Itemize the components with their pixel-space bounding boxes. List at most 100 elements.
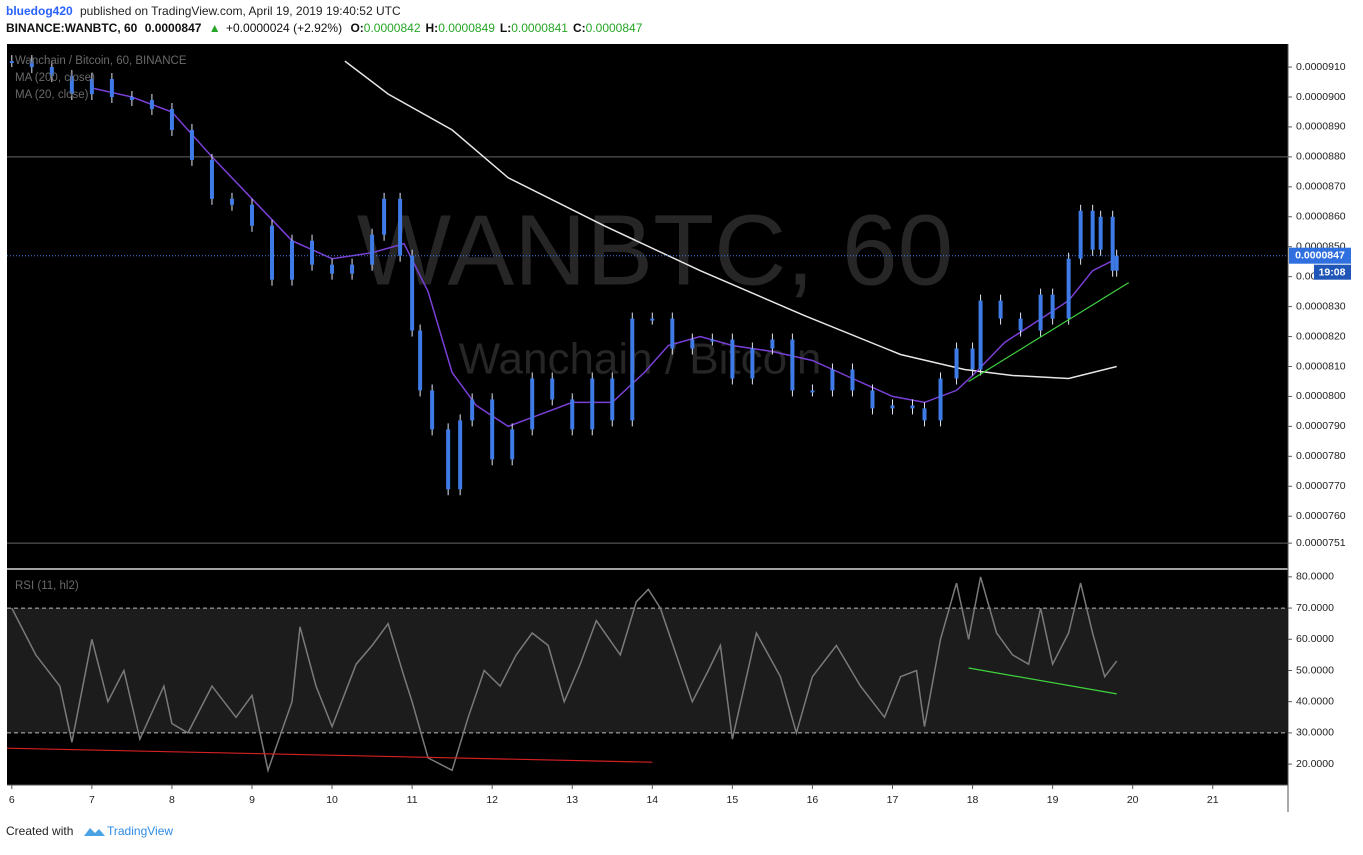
candle [870, 390, 875, 409]
x-tick-label: 12 [486, 794, 498, 806]
rsi-line [11, 576, 1118, 774]
moving-average [344, 60, 1117, 380]
candle [922, 408, 927, 421]
timer-label: 19:08 [1319, 266, 1346, 278]
candle [770, 339, 775, 349]
candle [29, 61, 34, 68]
last: 0.0000847 [145, 21, 202, 35]
candle [590, 378, 595, 430]
x-tick-label: 19 [1047, 794, 1059, 806]
ohlc-label: L: [500, 21, 511, 35]
candle [850, 369, 855, 391]
candle [69, 76, 74, 95]
y-tick-label: 70.0000 [1296, 602, 1334, 614]
candle [149, 99, 154, 109]
x-tick-label: 14 [646, 794, 658, 806]
y-tick-label: 0.0000751 [1296, 537, 1346, 549]
x-tick-label: 13 [566, 794, 578, 806]
candle [270, 225, 275, 280]
candle [1110, 216, 1115, 271]
y-tick-label: 0.0000910 [1296, 61, 1346, 73]
candle [370, 234, 375, 265]
logo [84, 828, 105, 836]
candle [418, 330, 423, 391]
y-tick-label: 50.0000 [1296, 664, 1334, 676]
candle [9, 61, 14, 64]
candle [650, 318, 655, 321]
y-tick-label: 0.0000810 [1296, 360, 1346, 372]
watermark: WANBTC, 60 [357, 194, 953, 306]
trendline [968, 282, 1130, 383]
ohlc-value: 0.0000849 [438, 21, 495, 35]
candle [1078, 210, 1083, 259]
candle [810, 390, 815, 393]
watermark-subtitle: Wanchain / Bitcoin [459, 335, 822, 384]
author[interactable]: bluedog420 [6, 4, 73, 18]
change: +0.0000024 (+2.92%) [226, 21, 342, 35]
candle [290, 240, 295, 280]
ohlc-label: H: [426, 21, 439, 35]
x-tick-label: 15 [727, 794, 739, 806]
candle [1038, 294, 1043, 331]
candle [670, 318, 675, 349]
last-price-label: 0.0000847 [1295, 249, 1345, 261]
symbol: BINANCE:WANBTC, 60 [6, 21, 138, 35]
rsi-band [7, 608, 1288, 733]
timer-box [1314, 264, 1351, 280]
x-tick-label: 9 [249, 794, 255, 806]
symbol-line: BINANCE:WANBTC, 60 0.0000847 ▲ +0.000002… [6, 21, 643, 35]
candle [938, 378, 943, 421]
candle [129, 96, 134, 100]
y-tick-label: 60.0000 [1296, 633, 1334, 645]
x-tick-label: 17 [887, 794, 899, 806]
y-tick-label: 0.0000890 [1296, 121, 1346, 133]
arrow: ▲ [209, 21, 221, 35]
y-tick-label: 0.0000900 [1296, 91, 1346, 103]
y-tick-label: 0.0000880 [1296, 151, 1346, 163]
x-tick-label: 16 [807, 794, 819, 806]
candle [446, 429, 451, 490]
ohlc-value: 0.0000847 [586, 21, 643, 35]
candle [978, 300, 983, 370]
candle [750, 348, 755, 379]
rsi-plot [7, 576, 1288, 774]
x-tick-label: 21 [1207, 794, 1219, 806]
footer-brand[interactable]: TradingView [107, 824, 173, 838]
candle [510, 429, 515, 460]
candle [89, 79, 94, 95]
candle [1098, 216, 1103, 250]
candle [998, 300, 1003, 319]
candle [610, 378, 615, 421]
published: published on TradingView.com, April 19, … [80, 4, 401, 18]
y-tick-label: 20.0000 [1296, 758, 1334, 770]
candle [382, 198, 387, 235]
y-tick-label: 0.0000860 [1296, 211, 1346, 223]
footer-created: Created with [6, 824, 73, 838]
x-tick-label: 8 [169, 794, 175, 806]
y-tick-label: 0.0000820 [1296, 330, 1346, 342]
y-tick-label: 40.0000 [1296, 695, 1334, 707]
candle [49, 67, 54, 77]
price-pane [7, 44, 1288, 568]
candle [530, 378, 535, 430]
y-tick-label: 0.0000790 [1296, 420, 1346, 432]
x-tick-label: 20 [1127, 794, 1139, 806]
candle [410, 255, 415, 331]
legend-entry: MA (200, close) [15, 72, 95, 84]
x-tick-label: 6 [9, 794, 15, 806]
candle [490, 399, 495, 460]
legend-title: Wanchain / Bitcoin, 60, BINANCE [15, 55, 187, 67]
price-plot: WANBTC, 60 Wanchain / Bitcoin [7, 55, 1288, 544]
candle [229, 198, 234, 205]
candle [109, 79, 114, 97]
moving-average [91, 87, 1118, 428]
candle [470, 399, 475, 421]
y-tick-label: 0.0000870 [1296, 181, 1346, 193]
candle [890, 405, 895, 409]
candle [1050, 294, 1055, 319]
candle [458, 420, 463, 490]
candle [954, 348, 959, 379]
ohlc-value: 0.0000842 [364, 21, 421, 35]
candle [1018, 318, 1023, 331]
